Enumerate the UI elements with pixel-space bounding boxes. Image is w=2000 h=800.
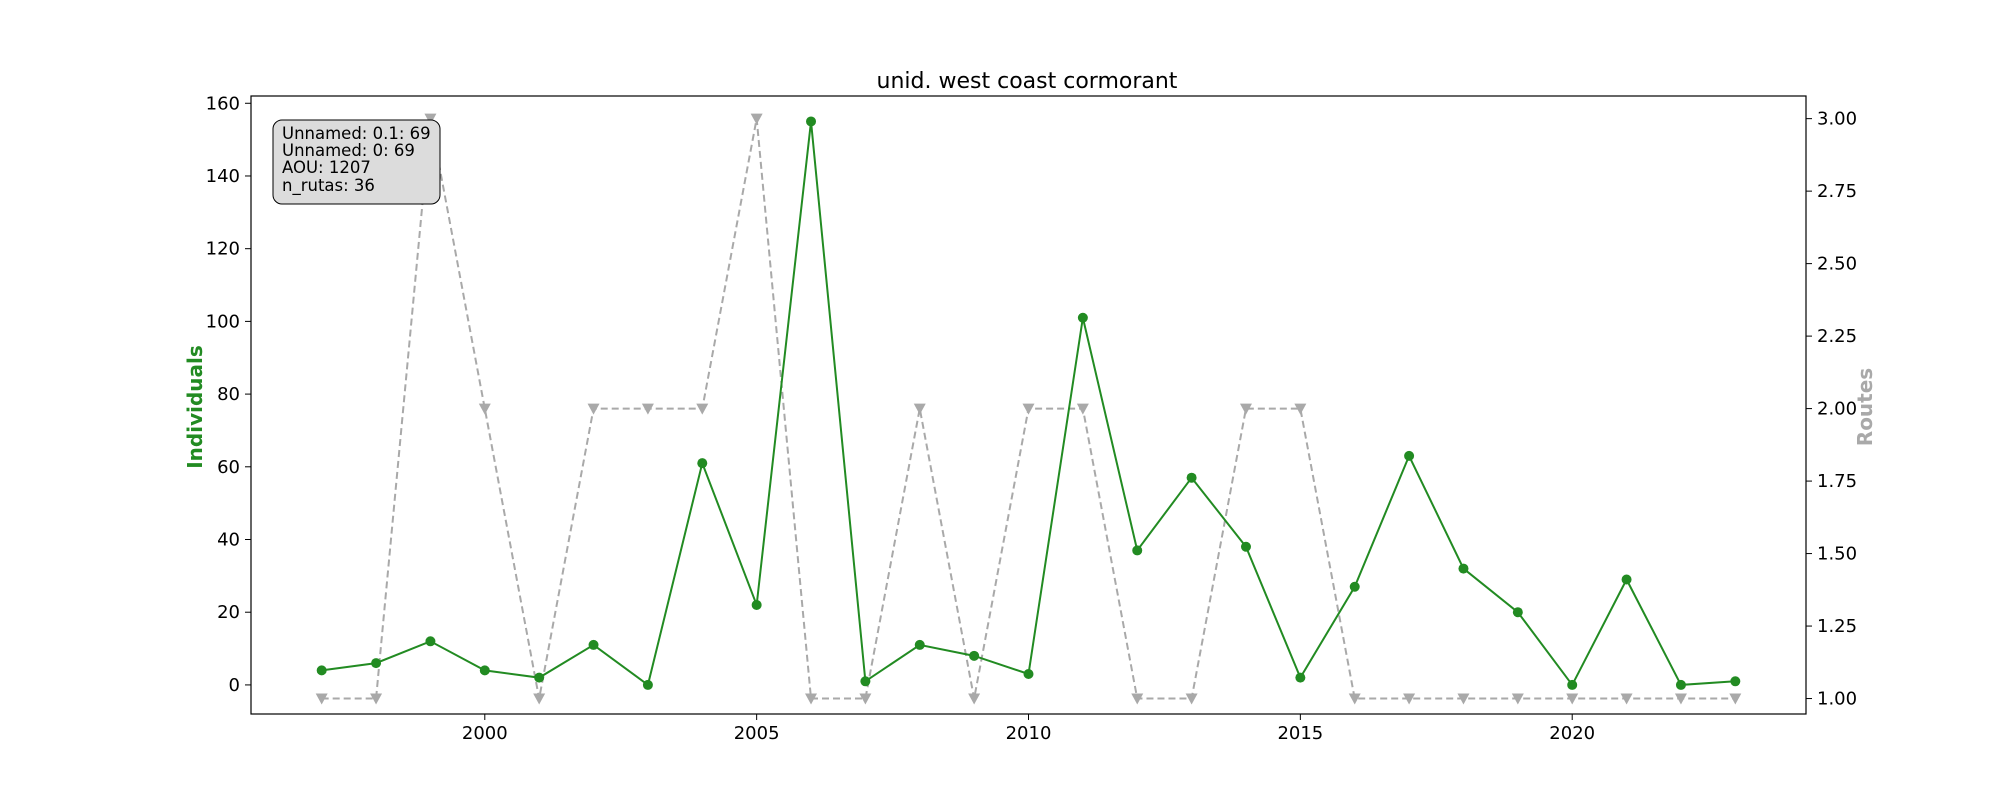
y-axis-left: 0 20 40 60 80 100 120 140 160 — [206, 93, 251, 696]
y-right-tick-label: 1.25 — [1817, 616, 1857, 637]
routes-point — [805, 693, 818, 705]
info-box: Unnamed: 0.1: 69 Unnamed: 0: 69 AOU: 120… — [272, 119, 441, 205]
y-left-tick-label: 80 — [217, 384, 240, 405]
routes-point — [370, 693, 383, 705]
individuals-point — [806, 116, 817, 127]
individuals-point — [860, 676, 871, 687]
y-left-tick-label: 140 — [206, 166, 240, 187]
info-line: Unnamed: 0.1: 69 — [282, 124, 431, 143]
y-right-tick-label: 2.75 — [1817, 181, 1857, 202]
routes-point — [859, 693, 872, 705]
individuals-point — [1132, 545, 1143, 556]
chart-title: unid. west coast cormorant — [877, 69, 1178, 94]
y-axis-left-label: Individuals — [183, 345, 207, 469]
individuals-point — [914, 639, 925, 650]
routes-point — [1185, 693, 1198, 705]
individuals-point — [1349, 581, 1360, 592]
y-right-tick-label: 1.00 — [1817, 689, 1857, 710]
individuals-point — [1295, 672, 1306, 683]
x-tick-label: 2010 — [1006, 723, 1052, 744]
y-left-tick-label: 100 — [206, 311, 240, 332]
x-tick-label: 2000 — [462, 723, 508, 744]
routes-point — [1674, 693, 1687, 705]
y-left-tick-label: 60 — [217, 457, 240, 478]
individuals-point — [1023, 669, 1034, 680]
y-right-tick-label: 2.25 — [1817, 326, 1857, 347]
individuals-point — [1675, 679, 1686, 690]
y-axis-right: 1.00 1.25 1.50 1.75 2.00 2.25 2.50 2.75 3.00 — [1806, 109, 1857, 710]
y-right-tick-label: 2.50 — [1817, 254, 1857, 275]
routes-point — [587, 403, 600, 415]
routes-point — [1239, 403, 1252, 415]
routes-point — [1131, 693, 1144, 705]
info-box-background — [272, 119, 441, 205]
x-axis: 2000 2005 2010 2015 2020 — [462, 714, 1595, 744]
routes-point — [478, 403, 491, 415]
routes-point — [641, 403, 654, 415]
individuals-point — [1512, 607, 1523, 618]
routes-point — [750, 113, 763, 125]
routes-point — [424, 113, 437, 125]
individuals-point — [697, 458, 708, 469]
y-left-tick-label: 160 — [206, 93, 240, 114]
individuals-point — [534, 672, 545, 683]
info-line: AOU: 1207 — [282, 158, 371, 177]
individuals-point — [969, 650, 980, 661]
individuals-point — [479, 665, 490, 676]
routes-point — [696, 403, 709, 415]
y-right-tick-label: 3.00 — [1817, 109, 1857, 130]
routes-point — [1076, 403, 1089, 415]
routes-point — [1511, 693, 1524, 705]
individuals-point — [425, 636, 436, 647]
individuals-point — [1240, 541, 1251, 552]
individuals-point — [1458, 563, 1469, 574]
individuals-point — [1567, 679, 1578, 690]
routes-point — [533, 693, 546, 705]
routes-point — [913, 403, 926, 415]
y-left-tick-label: 40 — [217, 530, 240, 551]
individuals-point — [1186, 472, 1197, 483]
y-axis-right-label: Routes — [1853, 368, 1877, 446]
individuals-point — [751, 599, 762, 610]
y-right-tick-label: 1.50 — [1817, 544, 1857, 565]
info-line: n_rutas: 36 — [282, 176, 375, 196]
routes-point — [968, 693, 981, 705]
x-tick-label: 2005 — [734, 723, 780, 744]
info-line: Unnamed: 0: 69 — [282, 141, 415, 160]
individuals-point — [1621, 574, 1632, 585]
individuals-series-line — [321, 121, 1736, 687]
individuals-point — [1730, 676, 1741, 687]
routes-point — [1620, 693, 1633, 705]
individuals-point — [642, 679, 653, 690]
individuals-point — [588, 639, 599, 650]
routes-point — [1022, 403, 1035, 415]
individuals-point — [1404, 450, 1415, 461]
routes-point — [1294, 403, 1307, 415]
routes-point — [1403, 693, 1416, 705]
individuals-point — [1077, 312, 1088, 323]
y-left-tick-label: 20 — [217, 602, 240, 623]
individuals-point — [316, 665, 327, 676]
x-tick-label: 2020 — [1549, 723, 1595, 744]
y-right-tick-label: 1.75 — [1817, 471, 1857, 492]
routes-point — [1348, 693, 1361, 705]
y-left-tick-label: 120 — [206, 239, 240, 260]
series-layer — [315, 113, 1742, 705]
x-tick-label: 2015 — [1277, 723, 1323, 744]
routes-point — [315, 693, 328, 705]
routes-point — [1457, 693, 1470, 705]
routes-point — [1566, 693, 1579, 705]
y-right-tick-label: 2.00 — [1817, 399, 1857, 420]
routes-point — [1729, 693, 1742, 705]
y-left-tick-label: 0 — [229, 675, 240, 696]
individuals-point — [371, 658, 382, 669]
